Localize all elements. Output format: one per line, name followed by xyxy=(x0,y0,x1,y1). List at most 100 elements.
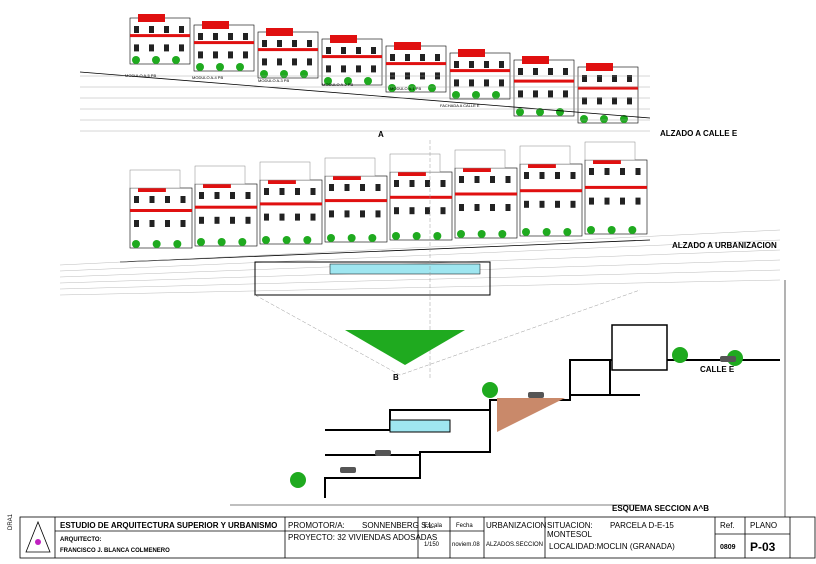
tree xyxy=(217,238,226,246)
tree xyxy=(498,230,507,238)
studio: ESTUDIO DE ARQUITECTURA SUPERIOR Y URBAN… xyxy=(60,521,277,530)
facade xyxy=(321,38,383,86)
window xyxy=(214,216,220,224)
window xyxy=(264,213,269,221)
elevation-title: ALZADO A CALLE E xyxy=(660,129,738,138)
car xyxy=(375,450,391,456)
tree xyxy=(262,236,270,244)
balcony xyxy=(520,189,582,193)
window xyxy=(582,75,587,82)
window xyxy=(214,192,220,199)
promoter: SONNENBERG S.L. xyxy=(362,521,435,530)
window xyxy=(180,196,186,203)
window xyxy=(371,65,376,73)
side-code: DRA1 xyxy=(8,513,14,530)
window xyxy=(228,51,233,59)
window xyxy=(262,58,267,66)
upper-volume xyxy=(259,161,311,181)
window xyxy=(524,200,529,208)
window xyxy=(295,188,300,195)
window xyxy=(292,40,297,47)
window xyxy=(518,90,523,98)
earth xyxy=(497,398,565,432)
sheet-name: ALZADOS.SECCION xyxy=(486,542,543,548)
project: PROYECTO: 32 VIVIENDAS ADOSADAS xyxy=(288,533,437,542)
window xyxy=(164,26,169,33)
window xyxy=(620,197,625,205)
tree xyxy=(516,108,524,116)
tree xyxy=(347,234,356,242)
window xyxy=(533,90,538,98)
window xyxy=(198,51,203,59)
window xyxy=(420,54,425,61)
window xyxy=(505,204,511,211)
upper-volume xyxy=(454,149,506,169)
plan-label: PLANO xyxy=(750,521,777,530)
window xyxy=(326,65,331,73)
window xyxy=(243,51,248,59)
artwork xyxy=(59,14,786,517)
tree xyxy=(457,230,465,238)
window xyxy=(589,197,594,205)
window xyxy=(409,207,415,215)
ground xyxy=(79,71,651,119)
tree xyxy=(672,347,688,363)
window xyxy=(539,172,545,179)
pool xyxy=(389,419,451,433)
balcony xyxy=(386,62,446,66)
upper-block xyxy=(611,324,668,371)
window xyxy=(484,79,489,87)
window xyxy=(149,26,154,33)
section-title: ESQUEMA SECCION A^B xyxy=(612,504,709,513)
window xyxy=(279,213,285,221)
roof xyxy=(394,42,421,50)
window xyxy=(620,168,625,175)
window xyxy=(627,97,632,105)
car xyxy=(720,356,736,362)
window xyxy=(295,213,300,221)
tree xyxy=(368,234,377,242)
facade xyxy=(129,17,191,65)
window xyxy=(505,176,511,183)
tree xyxy=(327,234,335,242)
module-label: MODULO A-2 PB xyxy=(322,82,353,87)
window xyxy=(149,44,154,52)
tree xyxy=(290,472,306,488)
tree xyxy=(236,63,244,71)
window xyxy=(179,26,184,33)
window xyxy=(524,172,529,179)
window xyxy=(635,197,641,205)
tree xyxy=(216,63,224,71)
window xyxy=(198,33,203,40)
roof xyxy=(522,56,549,64)
module-label: MODULO A-4 PB xyxy=(192,75,223,80)
window xyxy=(548,68,553,75)
balcony xyxy=(322,55,382,59)
window xyxy=(582,97,587,105)
date: noviem.08 xyxy=(452,542,480,548)
tree xyxy=(556,108,564,116)
window xyxy=(165,220,170,227)
tree xyxy=(303,236,312,244)
tree xyxy=(364,77,372,85)
window xyxy=(548,90,553,98)
site-2: MONTESOL xyxy=(547,530,592,539)
window xyxy=(518,68,523,75)
roof xyxy=(202,21,229,29)
window xyxy=(533,68,538,75)
facade xyxy=(193,24,255,72)
window xyxy=(199,216,204,224)
window xyxy=(570,172,576,179)
facade xyxy=(257,31,319,79)
window xyxy=(213,51,218,59)
window xyxy=(326,47,331,54)
site: PARCELA D-E-15 xyxy=(610,521,674,530)
tree xyxy=(152,56,160,64)
window xyxy=(454,61,459,68)
tree xyxy=(132,240,140,248)
window xyxy=(230,216,235,224)
window xyxy=(279,188,285,195)
window xyxy=(499,61,504,68)
window xyxy=(435,54,440,61)
tree xyxy=(197,238,205,246)
